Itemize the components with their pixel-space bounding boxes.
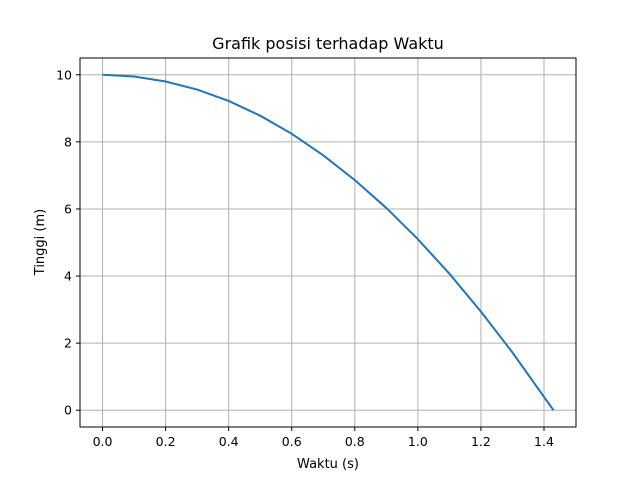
x-axis-label: Waktu (s) xyxy=(297,457,359,472)
y-axis-label: Tinggi (m) xyxy=(33,209,48,276)
series-layer xyxy=(102,73,555,411)
y-tick-label: 4 xyxy=(64,269,72,284)
x-tick-label: 1.0 xyxy=(408,434,428,449)
plot-area-frame xyxy=(79,57,577,428)
x-tick-label: 0.8 xyxy=(345,434,365,449)
y-tick-label: 6 xyxy=(64,201,72,216)
y-tick-label: 8 xyxy=(64,134,72,149)
x-tick-label: 0.6 xyxy=(282,434,302,449)
x-tick-label: 1.2 xyxy=(471,434,491,449)
y-tick-label: 0 xyxy=(64,403,72,418)
x-tick-label: 1.4 xyxy=(534,434,554,449)
grid xyxy=(80,58,576,427)
y-tick-label: 2 xyxy=(64,336,72,351)
y-tick-label: 10 xyxy=(56,67,72,82)
chart-title: Grafik posisi terhadap Waktu xyxy=(212,34,444,53)
x-tick-label: 0.4 xyxy=(219,434,239,449)
x-axis: 0.0 0.2 0.4 0.6 0.8 1.0 1.2 1.4 xyxy=(93,427,554,449)
x-tick-label: 0.2 xyxy=(156,434,176,449)
y-axis: 0 2 4 6 8 10 xyxy=(56,67,80,418)
series-line xyxy=(102,73,555,411)
x-tick-label: 0.0 xyxy=(93,434,113,449)
